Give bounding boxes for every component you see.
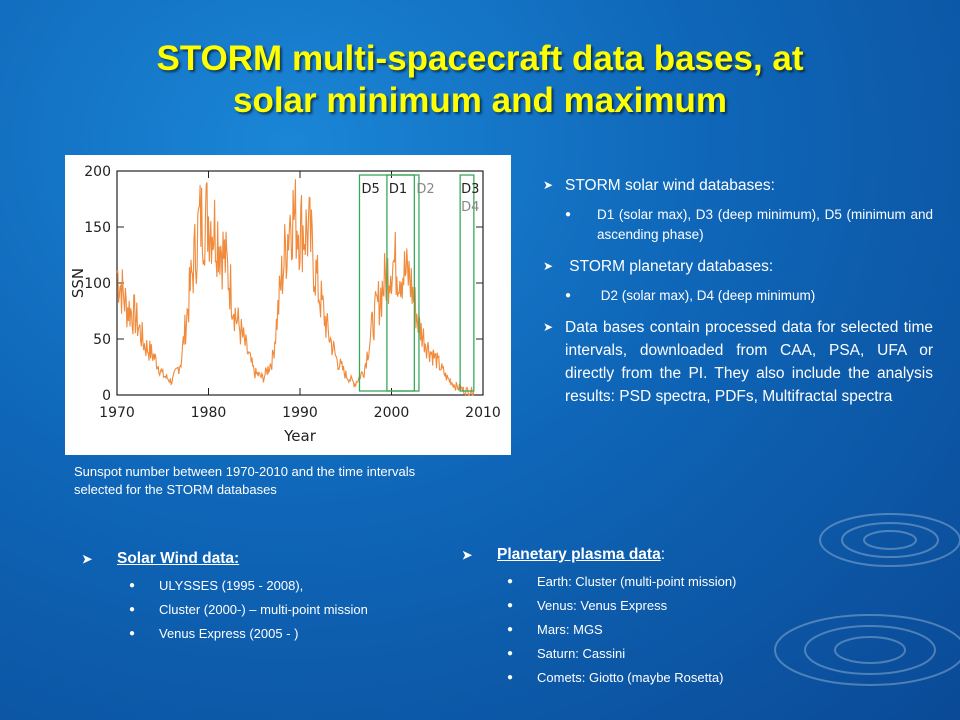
y-tick-label: 150 xyxy=(84,220,111,236)
sublist-item-planetary: ● D2 (solar max), D4 (deep minimum) xyxy=(535,286,933,306)
x-axis-label: Year xyxy=(283,427,317,445)
sunspot-chart: 1970 1980 1990 2000 2010 0 50 100 150 200 Year SSN D… xyxy=(65,155,511,455)
plot-frame xyxy=(116,170,484,396)
round-bullet-icon: ● xyxy=(507,672,514,683)
list-item-text: Saturn: Cassini xyxy=(537,646,626,661)
planetary-data-section: ➤ Planetary plasma data: ● Earth: Cluste… xyxy=(462,544,822,692)
y-tick-label: 200 xyxy=(84,164,111,180)
list-item-solar-wind-databases: ➤ STORM solar wind databases: xyxy=(535,174,933,197)
round-bullet-icon: ● xyxy=(129,604,136,615)
chart-caption: Sunspot number between 1970-2010 and the… xyxy=(74,464,416,497)
planetary-heading-colon: : xyxy=(660,546,666,563)
arrowhead-bullet-icon: ➤ xyxy=(543,320,554,334)
list-item-text: Venus: Venus Express xyxy=(537,598,668,613)
solar-wind-heading-text: Solar Wind data: xyxy=(117,550,240,567)
list-item-text: STORM solar wind databases: xyxy=(565,177,775,194)
interval-label-d4: D4 xyxy=(461,200,479,215)
list-item-text: ULYSSES (1995 - 2008), xyxy=(159,578,304,593)
slide-title-line2: solar minimum and maximum xyxy=(232,81,728,120)
round-bullet-icon: ● xyxy=(507,648,514,659)
x-tick-label: 2010 xyxy=(465,405,501,421)
solar-wind-data-section: ➤ Solar Wind data: ● ULYSSES (1995 - 200… xyxy=(82,548,432,648)
list-item-text: Venus Express (2005 - ) xyxy=(159,626,299,641)
list-item-text: Comets: Giotto (maybe Rosetta) xyxy=(537,670,724,685)
arrowhead-bullet-icon: ➤ xyxy=(543,178,554,192)
list-item: ● Venus: Venus Express xyxy=(462,596,822,616)
sunspot-chart-svg: 1970 1980 1990 2000 2010 0 50 100 150 200 Year SSN D… xyxy=(69,164,501,445)
list-item-text: Data bases contain processed data for se… xyxy=(565,319,933,405)
list-item-processed-data: ➤ Data bases contain processed data for … xyxy=(535,316,933,408)
list-item-planetary-databases: ➤ STORM planetary databases: xyxy=(535,255,933,278)
list-item: ● Saturn: Cassini xyxy=(462,644,822,664)
x-tick-label: 1990 xyxy=(282,405,318,421)
storm-database-list: ➤ STORM solar wind databases: ● D1 (sola… xyxy=(535,174,933,416)
round-bullet-icon: ● xyxy=(507,576,514,587)
interval-label-d1: D1 xyxy=(389,182,407,197)
interval-label-d3: D3 xyxy=(461,182,479,197)
round-bullet-icon: ● xyxy=(507,624,514,635)
arrowhead-bullet-icon: ➤ xyxy=(543,259,554,273)
interval-label-d2: D2 xyxy=(416,182,434,197)
slide-title: STORM multi-spacecraft data bases, at so… xyxy=(40,38,920,122)
sublist-item-solar-wind: ● D1 (solar max), D3 (deep minimum), D5 … xyxy=(535,205,933,245)
x-tick-label: 1980 xyxy=(191,405,227,421)
planetary-heading: ➤ Planetary plasma data: xyxy=(462,544,822,566)
round-bullet-icon: ● xyxy=(507,600,514,611)
arrowhead-bullet-icon: ➤ xyxy=(82,552,93,566)
arrowhead-bullet-icon: ➤ xyxy=(462,548,473,562)
water-ripple-decoration xyxy=(774,513,960,686)
round-bullet-icon: ● xyxy=(565,290,572,301)
y-tick-label: 50 xyxy=(93,332,111,348)
list-item: ● Venus Express (2005 - ) xyxy=(82,624,432,644)
interval-label-d5: D5 xyxy=(361,182,379,197)
x-tick-label: 1970 xyxy=(99,405,135,421)
round-bullet-icon: ● xyxy=(129,628,136,639)
list-item-text: STORM planetary databases: xyxy=(565,258,774,275)
list-item-text: Cluster (2000-) – multi-point mission xyxy=(159,602,368,617)
list-item-text: Earth: Cluster (multi-point mission) xyxy=(537,574,737,589)
interval-box-d1 xyxy=(386,174,416,392)
list-item: ● Earth: Cluster (multi-point mission) xyxy=(462,572,822,592)
round-bullet-icon: ● xyxy=(129,580,136,591)
slide-title-line1: STORM multi-spacecraft data bases, at xyxy=(156,39,804,78)
x-tick-label: 2000 xyxy=(374,405,410,421)
list-item: ● ULYSSES (1995 - 2008), xyxy=(82,576,432,596)
interval-box-d3 xyxy=(459,174,475,392)
sublist-item-text: D2 (solar max), D4 (deep minimum) xyxy=(597,288,816,303)
y-axis-label: SSN xyxy=(69,268,87,298)
y-tick-label: 0 xyxy=(102,388,111,404)
planetary-heading-text: Planetary plasma data xyxy=(497,546,661,563)
list-item: ● Cluster (2000-) – multi-point mission xyxy=(82,600,432,620)
sublist-item-text: D1 (solar max), D3 (deep minimum), D5 (m… xyxy=(597,207,933,242)
y-tick-label: 100 xyxy=(84,276,111,292)
list-item: ● Mars: MGS xyxy=(462,620,822,640)
list-item-text: Mars: MGS xyxy=(537,622,603,637)
solar-wind-heading: ➤ Solar Wind data: xyxy=(82,548,432,570)
round-bullet-icon: ● xyxy=(565,209,572,220)
list-item: ● Comets: Giotto (maybe Rosetta) xyxy=(462,668,822,688)
sunspot-series-line xyxy=(116,179,475,397)
